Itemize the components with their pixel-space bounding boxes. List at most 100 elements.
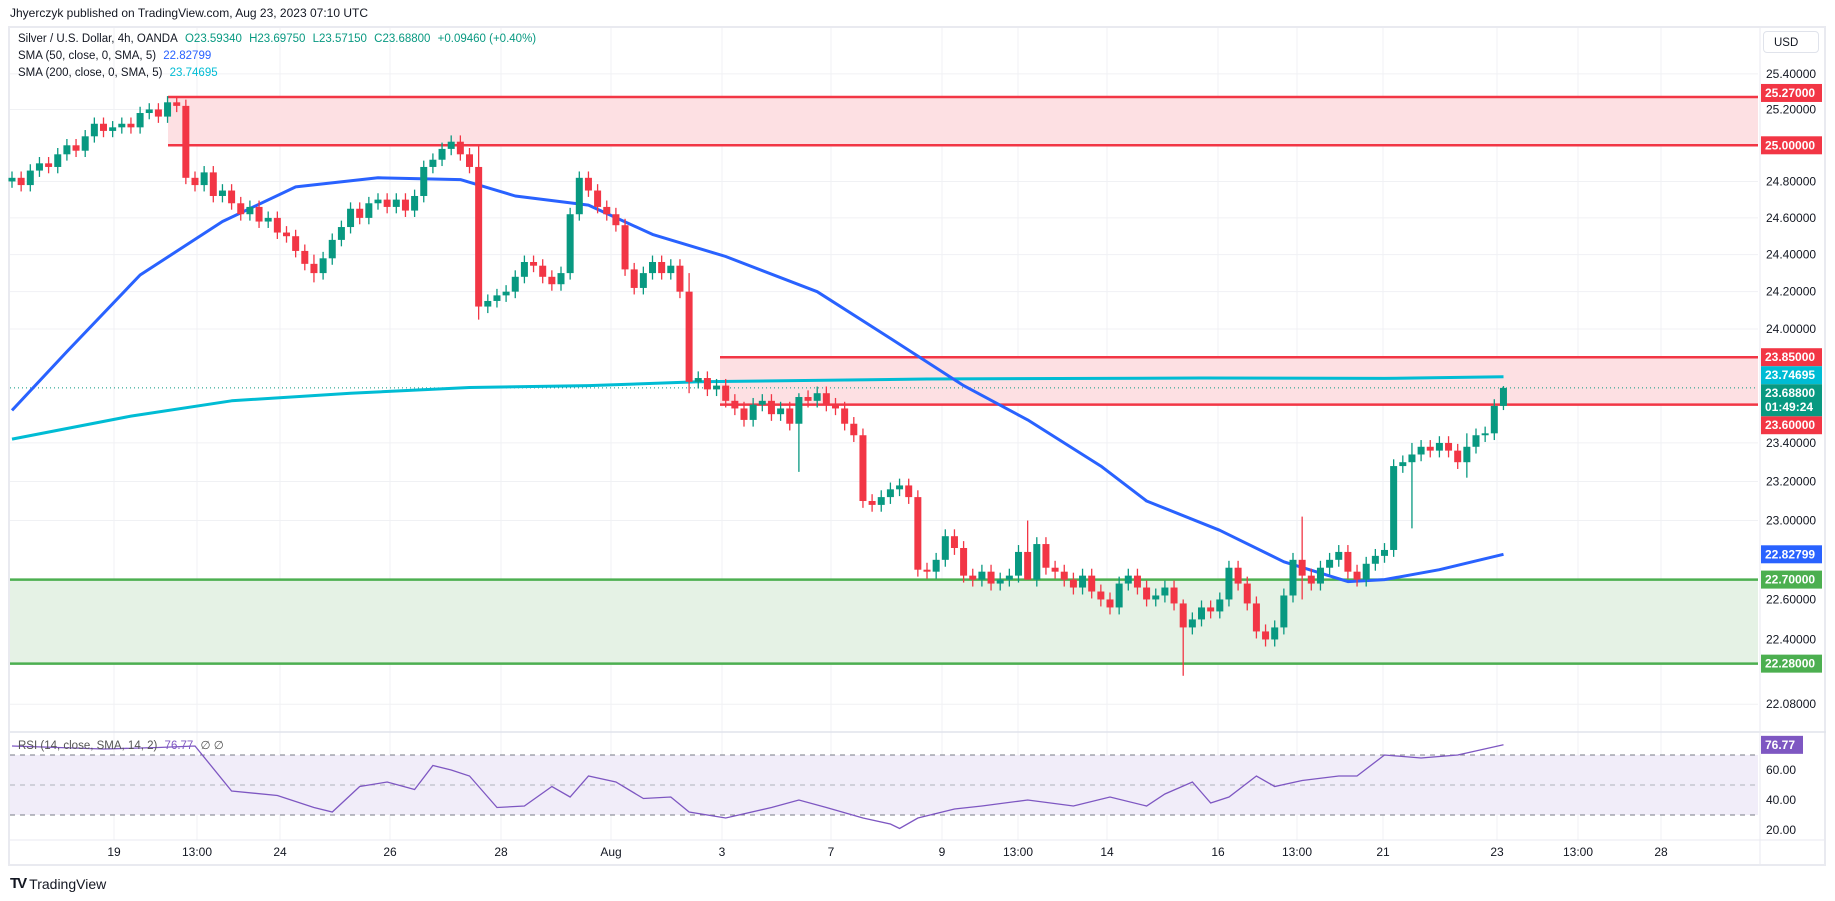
candle[interactable] <box>1307 568 1315 591</box>
candle[interactable] <box>1088 568 1096 599</box>
candle[interactable] <box>1097 584 1105 607</box>
candle[interactable] <box>1371 548 1379 571</box>
candle[interactable] <box>72 139 80 158</box>
candle[interactable] <box>1399 455 1407 473</box>
candle[interactable] <box>722 378 730 408</box>
candle[interactable] <box>557 266 565 291</box>
candle[interactable] <box>392 193 400 214</box>
candle[interactable] <box>548 270 556 291</box>
candle[interactable] <box>667 259 675 280</box>
candle[interactable] <box>1326 552 1334 575</box>
candle[interactable] <box>584 171 592 197</box>
sma200-price-badge[interactable]: 23.74695 <box>1761 366 1822 385</box>
candle[interactable] <box>218 184 226 203</box>
candle[interactable] <box>484 294 492 314</box>
candle[interactable] <box>1390 459 1398 557</box>
candle[interactable] <box>347 202 355 234</box>
candle[interactable] <box>832 397 839 416</box>
candle[interactable] <box>1143 580 1151 607</box>
candle[interactable] <box>1005 568 1013 587</box>
candle[interactable] <box>749 397 757 427</box>
candle[interactable] <box>328 233 336 265</box>
candle[interactable] <box>401 193 409 217</box>
candle[interactable] <box>594 184 602 214</box>
tradingview-logo[interactable]: TV TradingView <box>10 875 106 892</box>
candle[interactable] <box>228 184 236 210</box>
candle[interactable] <box>1289 552 1297 603</box>
candle[interactable] <box>822 386 830 412</box>
resistance-price-badge[interactable]: 23.85000 <box>1761 348 1822 367</box>
candle[interactable] <box>35 157 43 177</box>
candle[interactable] <box>1262 624 1270 647</box>
candle[interactable] <box>804 390 812 408</box>
candle[interactable] <box>1015 545 1022 583</box>
rsi-value-badge[interactable]: 76.77 <box>1761 735 1803 754</box>
candle[interactable] <box>740 401 748 427</box>
candle[interactable] <box>1445 436 1453 458</box>
candle[interactable] <box>264 211 272 228</box>
candle[interactable] <box>1051 560 1059 579</box>
candle[interactable] <box>612 207 620 232</box>
candle[interactable] <box>539 259 547 284</box>
candle[interactable] <box>1124 568 1132 591</box>
candle[interactable] <box>694 371 702 389</box>
candle[interactable] <box>1152 588 1160 607</box>
candle[interactable] <box>905 478 913 504</box>
candle[interactable] <box>136 106 144 134</box>
candle[interactable] <box>319 251 327 280</box>
candle[interactable] <box>301 244 309 271</box>
symbol-name[interactable]: Silver / U.S. Dollar, 4h, OANDA <box>18 33 178 45</box>
candle[interactable] <box>237 196 245 221</box>
candle[interactable] <box>447 135 455 156</box>
candle[interactable] <box>649 255 656 280</box>
candle[interactable] <box>1499 386 1507 411</box>
candle[interactable] <box>90 117 98 143</box>
candle[interactable] <box>475 145 483 320</box>
candle[interactable] <box>1133 568 1141 595</box>
candle[interactable] <box>1316 560 1324 591</box>
candle[interactable] <box>502 285 510 302</box>
candle[interactable] <box>310 254 318 283</box>
candle[interactable] <box>1435 436 1443 458</box>
candle[interactable] <box>511 270 519 299</box>
candle[interactable] <box>941 529 949 567</box>
candle[interactable] <box>45 157 53 174</box>
candle[interactable] <box>81 130 89 158</box>
candle[interactable] <box>1115 576 1123 615</box>
rsi-line[interactable] <box>11 744 1504 830</box>
candle[interactable] <box>603 200 611 221</box>
candle[interactable] <box>1234 560 1242 591</box>
candle[interactable] <box>1170 580 1178 611</box>
candle[interactable] <box>859 428 867 508</box>
candle[interactable] <box>1179 599 1187 676</box>
candle[interactable] <box>950 529 958 555</box>
sma200-line[interactable] <box>11 375 1504 441</box>
candle[interactable] <box>164 96 172 123</box>
candle[interactable] <box>886 482 894 504</box>
candle[interactable] <box>1243 576 1251 611</box>
candle[interactable] <box>520 255 528 284</box>
sma50-price-badge[interactable]: 22.82799 <box>1761 545 1822 564</box>
candle[interactable] <box>255 200 263 228</box>
candle[interactable] <box>575 171 583 221</box>
candle[interactable] <box>530 255 538 273</box>
candle[interactable] <box>1161 580 1169 603</box>
candle[interactable] <box>420 160 428 203</box>
currency-button[interactable]: USD <box>1763 31 1819 53</box>
candle[interactable] <box>996 572 1004 591</box>
candle[interactable] <box>914 490 922 577</box>
candle[interactable] <box>200 166 208 192</box>
candle[interactable] <box>786 401 794 431</box>
sma50-legend[interactable]: SMA (50, close, 0, SMA, 5) 22.82799 <box>18 50 215 62</box>
resistance-price-badge[interactable]: 23.60000 <box>1761 416 1822 435</box>
candle[interactable] <box>456 135 464 161</box>
candle[interactable] <box>1417 440 1425 462</box>
candle[interactable] <box>767 394 775 421</box>
candle[interactable] <box>8 171 16 188</box>
candle[interactable] <box>1344 545 1352 579</box>
candle[interactable] <box>273 211 281 239</box>
candle[interactable] <box>1069 572 1077 595</box>
candle[interactable] <box>17 171 25 192</box>
candle[interactable] <box>1454 443 1462 469</box>
candle[interactable] <box>676 259 684 299</box>
